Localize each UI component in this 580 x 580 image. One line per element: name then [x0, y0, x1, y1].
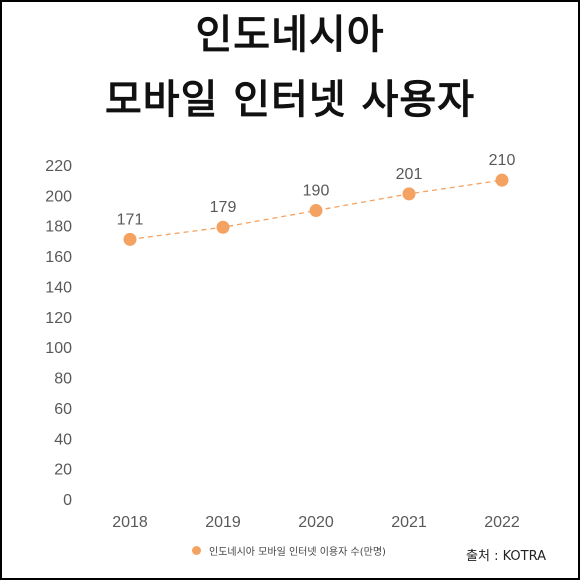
data-point [402, 187, 416, 201]
data-label: 171 [117, 211, 144, 228]
x-tick-label: 2020 [298, 514, 334, 531]
chart-title-line-1: 인도네시아 [195, 12, 385, 58]
y-tick-label: 40 [54, 431, 72, 448]
data-point [309, 204, 323, 218]
y-tick-label: 0 [63, 492, 72, 509]
data-label: 190 [303, 183, 330, 200]
data-point [123, 232, 137, 246]
y-tick-label: 200 [45, 188, 72, 205]
y-tick-label: 180 [45, 219, 72, 236]
data-label: 210 [489, 152, 516, 169]
chart-title-line-2: 모바일 인터넷 사용자 [104, 77, 476, 123]
y-tick-label: 80 [54, 371, 72, 388]
data-point [216, 220, 230, 234]
legend: 인도네시아 모바일 인터넷 이용자 수(만명) [192, 543, 386, 558]
legend-marker-icon [192, 546, 201, 555]
x-tick-label: 2019 [205, 514, 241, 531]
source-note: 출처 : KOTRA [466, 549, 546, 564]
x-tick-label: 2018 [112, 514, 148, 531]
data-label: 179 [210, 199, 237, 216]
y-tick-label: 60 [54, 401, 72, 418]
y-tick-label: 100 [45, 340, 72, 357]
x-tick-label: 2021 [391, 514, 427, 531]
data-label: 201 [396, 166, 423, 183]
y-tick-label: 220 [45, 158, 72, 175]
y-tick-label: 20 [54, 462, 72, 479]
data-point [495, 173, 509, 187]
y-tick-label: 120 [45, 310, 72, 327]
y-tick-label: 140 [45, 279, 72, 296]
legend-label: 인도네시아 모바일 인터넷 이용자 수(만명) [209, 547, 386, 558]
x-tick-label: 2022 [484, 514, 520, 531]
y-tick-label: 160 [45, 249, 72, 266]
